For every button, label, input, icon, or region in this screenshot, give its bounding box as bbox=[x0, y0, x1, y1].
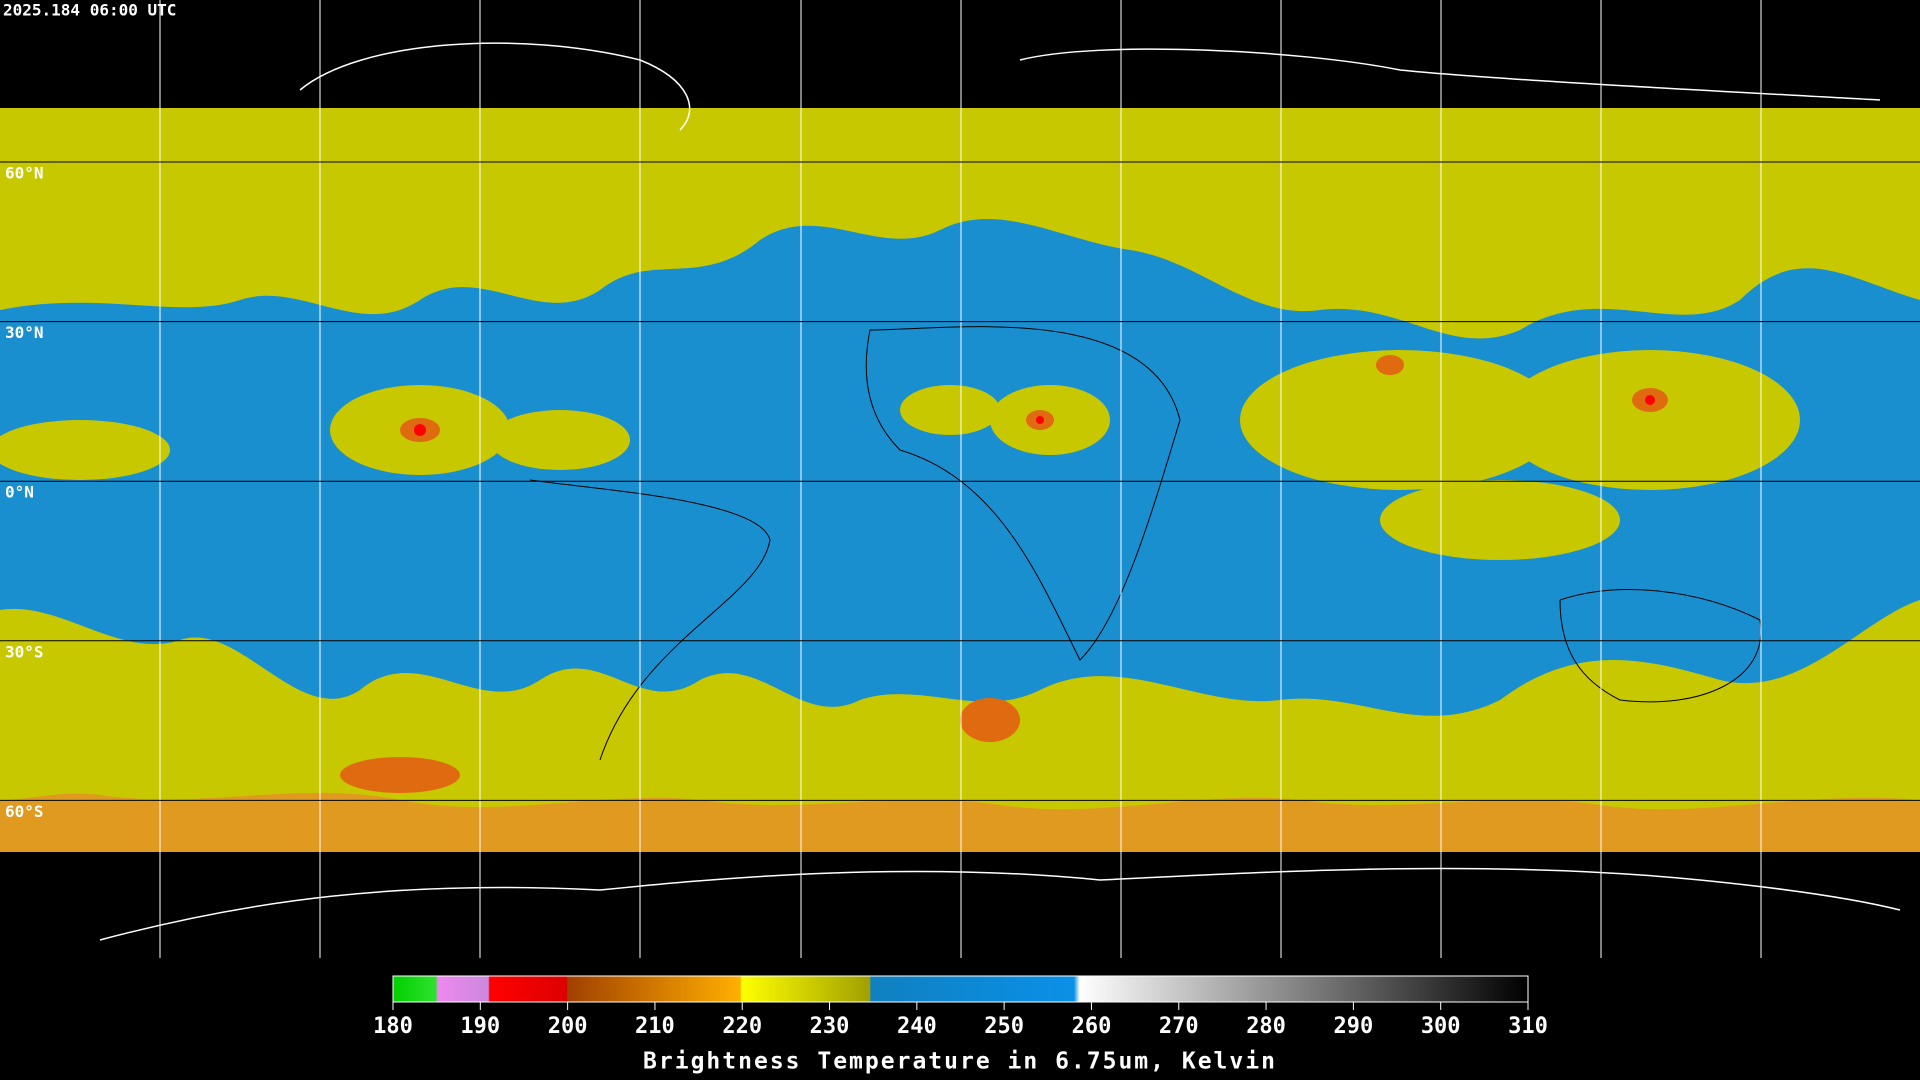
colorbar-tick-label: 250 bbox=[984, 1014, 1024, 1039]
imagery bbox=[0, 108, 1920, 852]
latitude-label: 30°S bbox=[5, 642, 44, 661]
colorbar-title: Brightness Temperature in 6.75um, Kelvin bbox=[643, 1049, 1277, 1075]
colorbar-tick-label: 230 bbox=[810, 1014, 850, 1039]
latitude-label: 60°S bbox=[5, 802, 44, 821]
colorbar-tick-label: 220 bbox=[722, 1014, 762, 1039]
colorbar-tick-label: 270 bbox=[1159, 1014, 1199, 1039]
deep-convection bbox=[414, 395, 1655, 436]
colorbar-tick-label: 240 bbox=[897, 1014, 937, 1039]
colorbar-tick-label: 180 bbox=[373, 1014, 413, 1039]
latitude-label: 30°N bbox=[5, 323, 44, 342]
latitude-label: 60°N bbox=[5, 164, 44, 183]
colorbar-tick-label: 190 bbox=[460, 1014, 500, 1039]
coastlines bbox=[99, 42, 1901, 941]
colorbar-ticks: 180 190 200 210 220 230 240 250 260 270 280 290 300 3… bbox=[373, 1002, 1548, 1039]
colorbar-tick-label: 200 bbox=[548, 1014, 588, 1039]
latitude-labels: 60°N 30°N 0°N 30°S 60°S bbox=[5, 164, 44, 821]
convective-cores bbox=[340, 355, 1668, 793]
continent-outlines bbox=[529, 326, 1762, 761]
colorbar-tick-label: 260 bbox=[1072, 1014, 1112, 1039]
latitude-label: 0°N bbox=[5, 483, 34, 502]
colorbar bbox=[392, 975, 1529, 1003]
colorbar-tick-label: 280 bbox=[1246, 1014, 1286, 1039]
colorbar-tick-label: 300 bbox=[1421, 1014, 1461, 1039]
graticule bbox=[0, 0, 1920, 958]
colorbar-tick-label: 210 bbox=[635, 1014, 675, 1039]
timestamp: 2025.184 06:00 UTC bbox=[3, 1, 176, 20]
colorbar-tick-label: 310 bbox=[1508, 1014, 1548, 1039]
colorbar-tick-label: 290 bbox=[1334, 1014, 1374, 1039]
